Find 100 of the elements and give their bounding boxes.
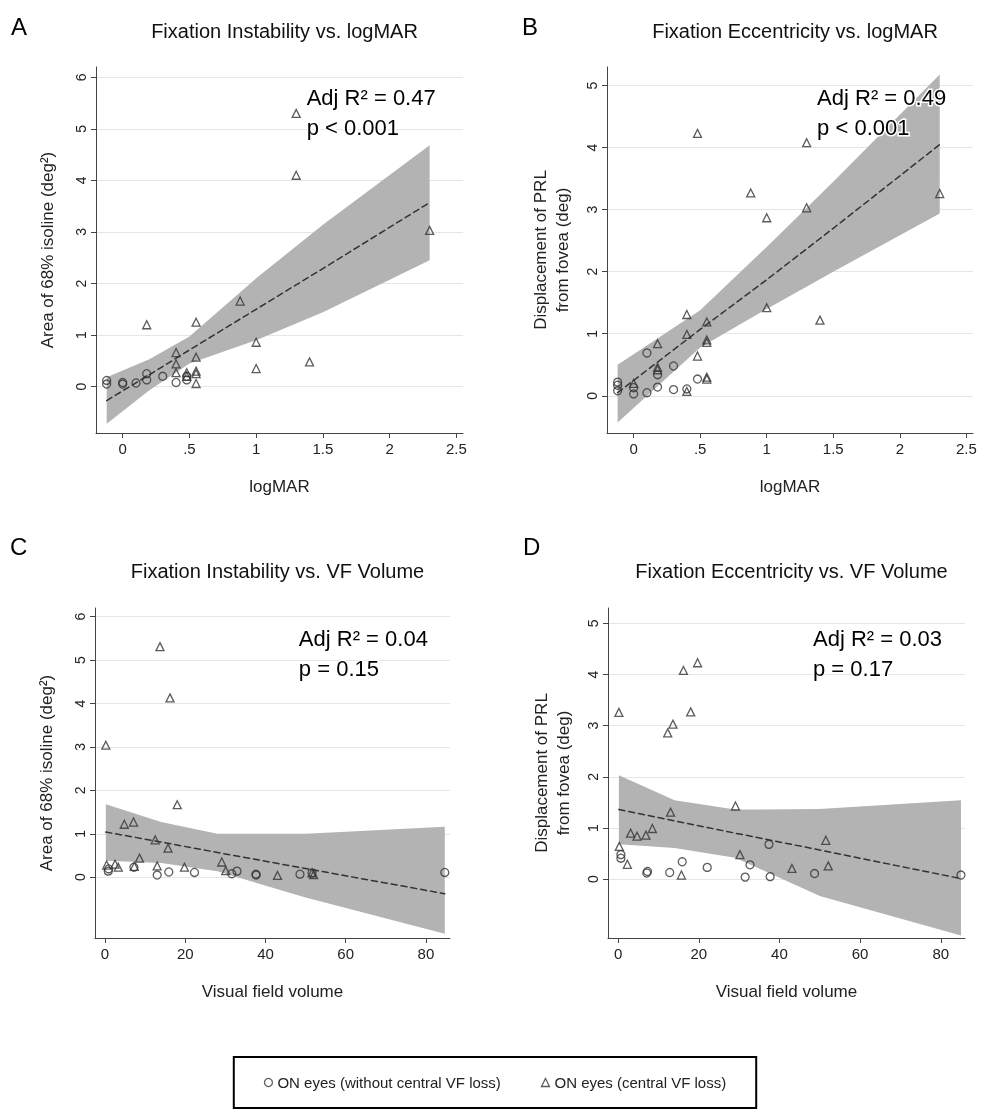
point: [158, 371, 168, 381]
point: [142, 320, 152, 330]
chart-title: Fixation Instability vs. logMAR: [151, 20, 418, 42]
point: [102, 375, 112, 386]
y-tick-label: 3: [585, 721, 601, 730]
x-tick-label: 0: [118, 440, 127, 457]
point: [652, 370, 663, 380]
legend-label: ON eyes (central VF loss): [554, 1074, 727, 1091]
annotation: Adj R² = 0.04: [298, 626, 428, 651]
y-axis-title: Displacement of PRL from fovea (deg): [530, 170, 572, 330]
chart-title: Fixation Eccentricity vs. logMAR: [652, 20, 938, 42]
point: [101, 740, 111, 750]
point: [272, 870, 283, 881]
point: [614, 707, 624, 718]
point: [730, 801, 741, 811]
point: [628, 389, 639, 399]
point: [152, 870, 162, 880]
line-series: [616, 143, 941, 394]
annotation: Adj R² = 0.47: [306, 85, 436, 110]
point: [142, 369, 152, 379]
x-axis-title: logMAR: [759, 477, 821, 496]
point: [616, 853, 626, 863]
point: [424, 225, 435, 236]
y-tick-label: 6: [73, 73, 89, 82]
x-tick-label: .5: [693, 440, 707, 457]
x-tick-label: 60: [337, 945, 355, 962]
chart-title: Fixation Instability vs. VF Volume: [130, 560, 425, 582]
point: [628, 383, 639, 393]
point: [668, 719, 678, 729]
point: [217, 857, 227, 867]
point: [172, 800, 182, 810]
point: [642, 348, 652, 358]
x-tick-label: 1: [251, 440, 261, 457]
y-tick-label: 1: [73, 330, 89, 339]
point: [641, 830, 651, 840]
point: [227, 869, 237, 879]
point: [304, 357, 315, 367]
x-tick-label: 2: [895, 440, 904, 457]
y-tick-label: 3: [72, 742, 88, 751]
point: [647, 823, 658, 834]
point: [668, 384, 679, 395]
x-tick-label: 0: [629, 440, 638, 457]
point: [665, 867, 675, 878]
point: [191, 378, 201, 389]
point: [150, 835, 160, 845]
point: [740, 872, 750, 882]
line-series: [105, 201, 431, 402]
point: [165, 693, 175, 703]
annotation: p < 0.001: [817, 115, 910, 140]
point: [821, 835, 831, 845]
point: [622, 859, 633, 869]
x-axis-title: Visual field volume: [201, 982, 344, 1001]
point: [131, 378, 141, 388]
point: [251, 363, 261, 374]
point: [682, 309, 692, 320]
point: [152, 861, 162, 871]
point: [221, 866, 231, 876]
point: [628, 378, 639, 389]
y-tick-label: 2: [584, 267, 600, 276]
y-tick-label: 3: [584, 205, 600, 214]
point: [935, 188, 945, 199]
point: [164, 867, 174, 877]
x-tick-label: 80: [417, 945, 435, 962]
point: [291, 170, 301, 180]
point: [692, 351, 703, 361]
y-tick-label: 4: [72, 699, 88, 708]
y-tick-label: 2: [73, 279, 89, 288]
y-axis-title: Displacement of PRL from fovea (deg): [531, 693, 573, 853]
x-tick-label: 1.5: [822, 440, 844, 457]
point: [171, 347, 181, 358]
point: [613, 386, 623, 396]
y-tick-label: 4: [585, 670, 601, 679]
point: [745, 860, 755, 870]
y-tick-label: 1: [584, 329, 600, 338]
point: [171, 359, 181, 369]
x-tick-label: 2: [385, 440, 394, 457]
y-tick-label: 6: [72, 612, 88, 621]
point: [762, 303, 772, 313]
y-tick-label: 4: [584, 143, 600, 152]
x-tick-label: 40: [257, 945, 274, 962]
point: [440, 867, 450, 878]
point: [686, 707, 696, 717]
annotation: Adj R² = 0.49: [817, 85, 947, 110]
point: [171, 368, 181, 378]
y-tick-label: 3: [73, 227, 89, 236]
point: [189, 867, 200, 878]
x-tick-label: 0: [613, 945, 623, 962]
x-axis-title: Visual field volume: [715, 982, 858, 1001]
point: [614, 841, 624, 852]
x-tick-label: 0: [100, 945, 110, 962]
point: [142, 375, 152, 385]
point: [632, 831, 642, 841]
y-tick-label: 0: [73, 382, 89, 391]
text: A: [11, 12, 28, 40]
x-tick-label: 60: [851, 945, 869, 962]
y-tick-label: 5: [585, 619, 601, 628]
point: [642, 388, 652, 398]
point: [251, 337, 261, 347]
point: [692, 658, 703, 668]
y-tick-label: 4: [73, 176, 89, 185]
